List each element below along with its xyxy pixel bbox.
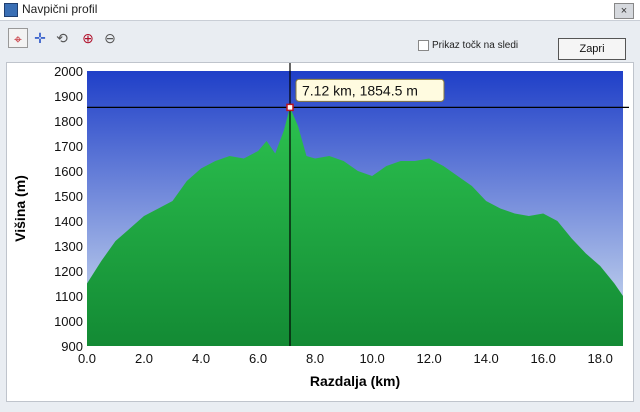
show-points-toggle[interactable]: Prikaz točk na sledi (418, 40, 518, 51)
y-tick-label: 1700 (54, 139, 83, 154)
y-tick-label: 1800 (54, 114, 83, 129)
x-tick-label: 0.0 (78, 351, 96, 366)
y-tick-label: 1200 (54, 264, 83, 279)
y-tick-label: 1300 (54, 239, 83, 254)
cursor-marker (286, 103, 294, 112)
cursor-readout: 7.12 km, 1854.5 m (302, 82, 418, 98)
app-icon (4, 3, 18, 17)
y-tick-label: 900 (61, 339, 83, 354)
close-button[interactable]: Zapri (558, 38, 626, 60)
y-tick-label: 1600 (54, 164, 83, 179)
x-tick-label: 2.0 (135, 351, 153, 366)
y-tick-label: 1100 (55, 289, 83, 304)
y-tick-label: 1500 (54, 189, 83, 204)
y-axis-label: Višina (m) (12, 175, 28, 242)
zoom-out-icon[interactable]: ⊖ (104, 30, 116, 46)
x-tick-label: 14.0 (473, 351, 498, 366)
zoom-reset-icon[interactable]: ⟲ (56, 30, 68, 46)
y-tick-label: 1900 (54, 89, 83, 104)
title-bar: Navpični profil × (0, 0, 640, 21)
window-title: Navpični profil (22, 2, 98, 16)
elevation-area (87, 107, 623, 347)
x-tick-label: 6.0 (249, 351, 267, 366)
x-tick-label: 18.0 (588, 351, 613, 366)
crosshair-icon[interactable]: ⌖ (8, 28, 28, 48)
x-axis-label: Razdalja (km) (310, 373, 400, 389)
toolbar: ⌖ ✛ ⟲ ⊕ ⊖ (0, 22, 640, 52)
x-tick-label: 10.0 (359, 351, 384, 366)
window-close-button[interactable]: × (614, 3, 634, 19)
y-tick-label: 1400 (54, 214, 83, 229)
x-tick-label: 8.0 (306, 351, 324, 366)
x-tick-label: 12.0 (416, 351, 441, 366)
zoom-in-icon[interactable]: ⊕ (82, 30, 94, 46)
y-tick-label: 2000 (54, 64, 83, 79)
elevation-profile-chart[interactable]: 900 1000 1100 1200 1300 1400 1500 1600 1700 1800 1… (7, 63, 633, 401)
chart-panel: 900 1000 1100 1200 1300 1400 1500 1600 1700 1800 1… (6, 62, 634, 402)
crosshair-blue-icon[interactable]: ✛ (34, 30, 46, 46)
x-tick-label: 16.0 (531, 351, 556, 366)
show-points-label: Prikaz točk na sledi (432, 40, 519, 52)
show-points-checkbox[interactable] (418, 40, 429, 51)
x-tick-label: 4.0 (192, 351, 210, 366)
y-tick-label: 1000 (54, 314, 83, 329)
cursor-callout: 7.12 km, 1854.5 m (295, 78, 445, 102)
